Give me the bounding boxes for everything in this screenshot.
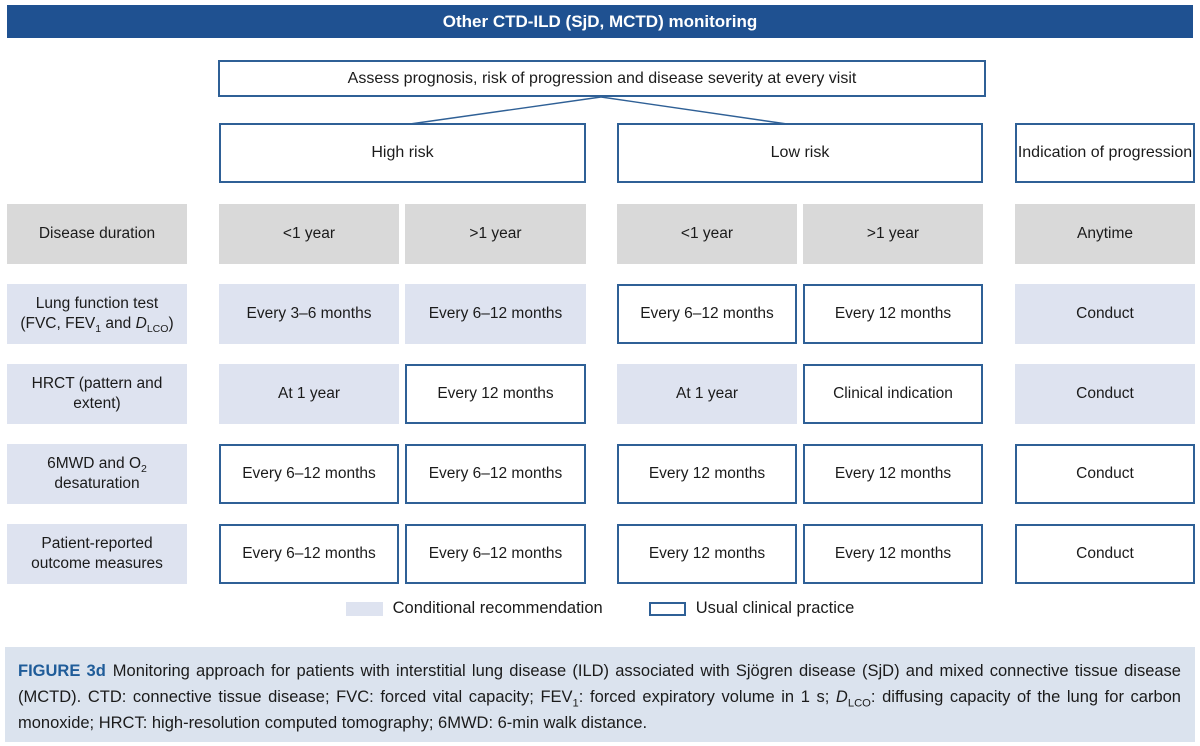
grid-cell: <1 year [219, 204, 399, 264]
row-label: HRCT (pattern and extent) [7, 364, 187, 424]
grid-cell: Clinical indication [803, 364, 983, 424]
grid-cell: Every 3–6 months [219, 284, 399, 344]
row-label: Disease duration [7, 204, 187, 264]
grid-cell-text: Every 3–6 months [246, 304, 372, 322]
grid-cell-text: Clinical indication [833, 384, 953, 402]
grid-cell: Every 12 months [803, 524, 983, 584]
grid-cell-text: Every 12 months [834, 464, 952, 482]
high-risk-box: High risk [219, 123, 586, 183]
grid-cell-text: Conduct [1076, 544, 1134, 562]
banner-title: Other CTD-ILD (SjD, MCTD) monitoring [442, 11, 758, 31]
low-risk-label: Low risk [770, 143, 830, 161]
grid-cell-text: Every 12 months [648, 464, 766, 482]
grid-cell: Every 6–12 months [405, 284, 586, 344]
grid-cell-text: Every 12 months [648, 544, 766, 562]
figure-caption: FIGURE 3d Monitoring approach for patient… [5, 647, 1195, 742]
legend-label: Usual clinical practice [695, 599, 855, 617]
row-label: Patient-reported outcome measures [7, 524, 187, 584]
row-label: 6MWD and O2 desaturation [7, 444, 187, 504]
grid-cell-text: Conduct [1076, 304, 1134, 322]
grid-cell-text: <1 year [680, 224, 734, 242]
legend-swatch-usual [648, 601, 686, 616]
grid-cell: Every 12 months [617, 444, 797, 504]
row-label-text: Disease duration [38, 224, 156, 242]
grid-cell: Conduct [1015, 524, 1195, 584]
indication-label: Indication of progression [1017, 143, 1193, 161]
legend-swatch-cond [345, 601, 383, 616]
low-risk-box: Low risk [617, 123, 983, 183]
grid-cell-text: Conduct [1076, 384, 1134, 402]
row-label: Lung function test (FVC, FEV1 and DLCO) [7, 284, 187, 344]
grid-cell-text: Anytime [1077, 224, 1133, 242]
row-label-text: Patient-reported outcome measures [31, 534, 163, 572]
grid-cell: Conduct [1015, 284, 1195, 344]
grid-cell-text: Conduct [1076, 464, 1134, 482]
grid-cell: Conduct [1015, 364, 1195, 424]
grid-cell-text: Every 6–12 months [242, 544, 376, 562]
grid-cell-text: <1 year [282, 224, 336, 242]
assess-text: Assess prognosis, risk of progression an… [347, 69, 857, 87]
grid-cell: Every 6–12 months [617, 284, 797, 344]
grid-cell-text: Every 12 months [437, 384, 554, 402]
legend-label: Conditional recommendation [392, 599, 603, 617]
grid-cell-text: Every 6–12 months [640, 304, 774, 322]
grid-cell: <1 year [617, 204, 797, 264]
figure-caption-text: FIGURE 3d Monitoring approach for patient… [18, 662, 1181, 732]
grid-cell: >1 year [405, 204, 586, 264]
grid-cell: Every 6–12 months [405, 524, 586, 584]
grid-cell: Every 12 months [803, 444, 983, 504]
grid-cell: At 1 year [617, 364, 797, 424]
grid-cell: Every 6–12 months [219, 444, 399, 504]
grid-cell-text: Every 6–12 months [428, 464, 563, 482]
grid-cell-text: At 1 year [277, 384, 341, 402]
legend-item: Conditional recommendation [345, 599, 603, 618]
monitoring-grid: Disease duration <1 year >1 year <1 year >1 … [7, 204, 1195, 584]
grid-cell: Every 12 months [803, 284, 983, 344]
grid-cell-text: Every 6–12 months [428, 304, 563, 322]
grid-cell-text: Every 12 months [834, 304, 952, 322]
grid-cell: >1 year [803, 204, 983, 264]
grid-cell: Every 12 months [405, 364, 586, 424]
grid-cell-text: Every 6–12 months [428, 544, 563, 562]
grid-cell-text: >1 year [866, 224, 920, 242]
banner: Other CTD-ILD (SjD, MCTD) monitoring [7, 5, 1193, 38]
row-label-text: 6MWD and O2 desaturation [47, 454, 147, 492]
grid-cell-text: Every 12 months [834, 544, 952, 562]
grid-cell-text: >1 year [469, 224, 522, 242]
grid-cell: At 1 year [219, 364, 399, 424]
grid-cell-text: Every 6–12 months [242, 464, 376, 482]
row-label-text: Lung function test (FVC, FEV1 and DLCO) [20, 294, 174, 336]
grid-cell: Conduct [1015, 444, 1195, 504]
legend-item: Usual clinical practice [648, 599, 855, 618]
grid-cell: Every 6–12 months [219, 524, 399, 584]
grid-cell: Every 12 months [617, 524, 797, 584]
high-risk-label: High risk [371, 143, 434, 161]
grid-cell-text: At 1 year [675, 384, 739, 402]
assess-box: Assess prognosis, risk of progression an… [218, 60, 986, 97]
grid-cell: Every 6–12 months [405, 444, 586, 504]
legend: Conditional recommendation Usual clinical… [0, 599, 1200, 618]
risk-header-row: High risk Low risk Indication of progres… [7, 123, 1195, 183]
indication-of-progression-box: Indication of progression [1015, 123, 1195, 183]
grid-cell: Anytime [1015, 204, 1195, 264]
row-label-text: HRCT (pattern and extent) [31, 374, 163, 412]
